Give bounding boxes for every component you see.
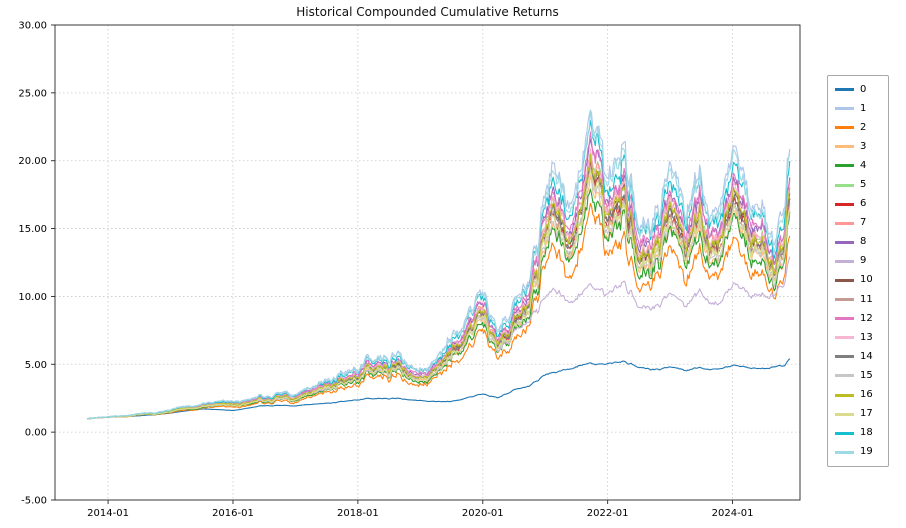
legend-entry-11: 11 [828,290,888,309]
y-tick-label: 10.00 [18,292,47,303]
legend-label: 2 [860,121,867,133]
legend-label: 7 [860,217,867,229]
series-line-17 [87,171,791,420]
legend-entry-12: 12 [828,309,888,328]
legend-entry-17: 17 [828,405,888,424]
legend-entry-16: 16 [828,386,888,405]
x-tick-label: 2024-01 [712,508,754,519]
legend-label: 12 [860,312,873,324]
legend-line-swatch [835,126,854,130]
legend-line-swatch [835,278,854,282]
legend-label: 1 [860,102,867,114]
legend-line-swatch [835,240,854,244]
series-line-0 [87,358,791,420]
y-tick-label: -5.00 [21,496,47,507]
series-line-16 [87,153,791,420]
legend-entry-1: 1 [828,99,888,118]
legend-entry-10: 10 [828,271,888,290]
legend-line-swatch [835,183,854,187]
legend-line-swatch [835,317,854,321]
series-line-6 [87,157,791,420]
x-tick-label: 2022-01 [587,508,629,519]
legend-line-swatch [835,164,854,168]
legend-entry-9: 9 [828,252,888,271]
legend-line-swatch [835,450,854,454]
legend-line-swatch [835,107,854,111]
legend-label: 0 [860,83,867,95]
legend-label: 18 [860,427,873,439]
legend-entry-8: 8 [828,233,888,252]
legend-entry-14: 14 [828,347,888,366]
legend-entry-2: 2 [828,118,888,137]
series-line-5 [87,153,791,420]
y-tick-label: 20.00 [18,156,47,167]
legend-label: 13 [860,331,873,343]
x-tick-label: 2018-01 [337,508,379,519]
series-line-14 [87,158,791,420]
series-line-10 [87,155,791,420]
legend-entry-6: 6 [828,195,888,214]
legend-line-swatch [835,298,854,302]
y-tick-label: 30.00 [18,21,47,32]
plot-frame [54,24,801,501]
legend-entry-18: 18 [828,424,888,443]
legend-label: 15 [860,369,873,381]
legend-line-swatch [835,355,854,359]
x-tick-label: 2014-01 [87,508,129,519]
legend-label: 19 [860,446,873,458]
legend-line-swatch [835,145,854,149]
legend-line-swatch [835,393,854,397]
legend: 0 1 2 3 4 5 6 7 8 9 10 11 12 13 14 15 16 17 18 19 [827,75,889,467]
y-tick-label: 5.00 [25,360,47,371]
legend-entry-7: 7 [828,214,888,233]
series-line-19 [87,110,791,420]
series-line-11 [87,167,791,420]
legend-line-swatch [835,431,854,435]
y-tick-label: 25.00 [18,88,47,99]
legend-entry-0: 0 [828,80,888,99]
legend-label: 10 [860,274,873,286]
legend-line-swatch [835,412,854,416]
y-tick-label: 0.00 [25,428,47,439]
legend-label: 11 [860,293,873,305]
legend-entry-13: 13 [828,328,888,347]
y-tick-label: 15.00 [18,224,47,235]
legend-entry-3: 3 [828,137,888,156]
series-line-15 [87,168,791,420]
legend-line-swatch [835,202,854,206]
legend-line-swatch [835,374,854,378]
legend-label: 16 [860,389,873,401]
legend-line-swatch [835,88,854,92]
legend-entry-19: 19 [828,443,888,462]
legend-label: 9 [860,255,867,267]
legend-line-swatch [835,221,854,225]
legend-entry-5: 5 [828,175,888,194]
series-line-2 [87,202,791,420]
legend-entry-15: 15 [828,366,888,385]
legend-label: 8 [860,236,867,248]
legend-line-swatch [835,336,854,340]
legend-label: 4 [860,159,867,171]
legend-entry-4: 4 [828,156,888,175]
legend-label: 17 [860,408,873,420]
legend-label: 3 [860,140,867,152]
legend-label: 6 [860,198,867,210]
series-line-12 [87,131,791,420]
legend-label: 5 [860,179,867,191]
chart-title: Historical Compounded Cumulative Returns [296,5,559,19]
legend-label: 14 [860,350,873,362]
x-tick-label: 2020-01 [462,508,504,519]
x-tick-label: 2016-01 [212,508,254,519]
legend-line-swatch [835,259,854,263]
series-line-8 [87,138,791,420]
